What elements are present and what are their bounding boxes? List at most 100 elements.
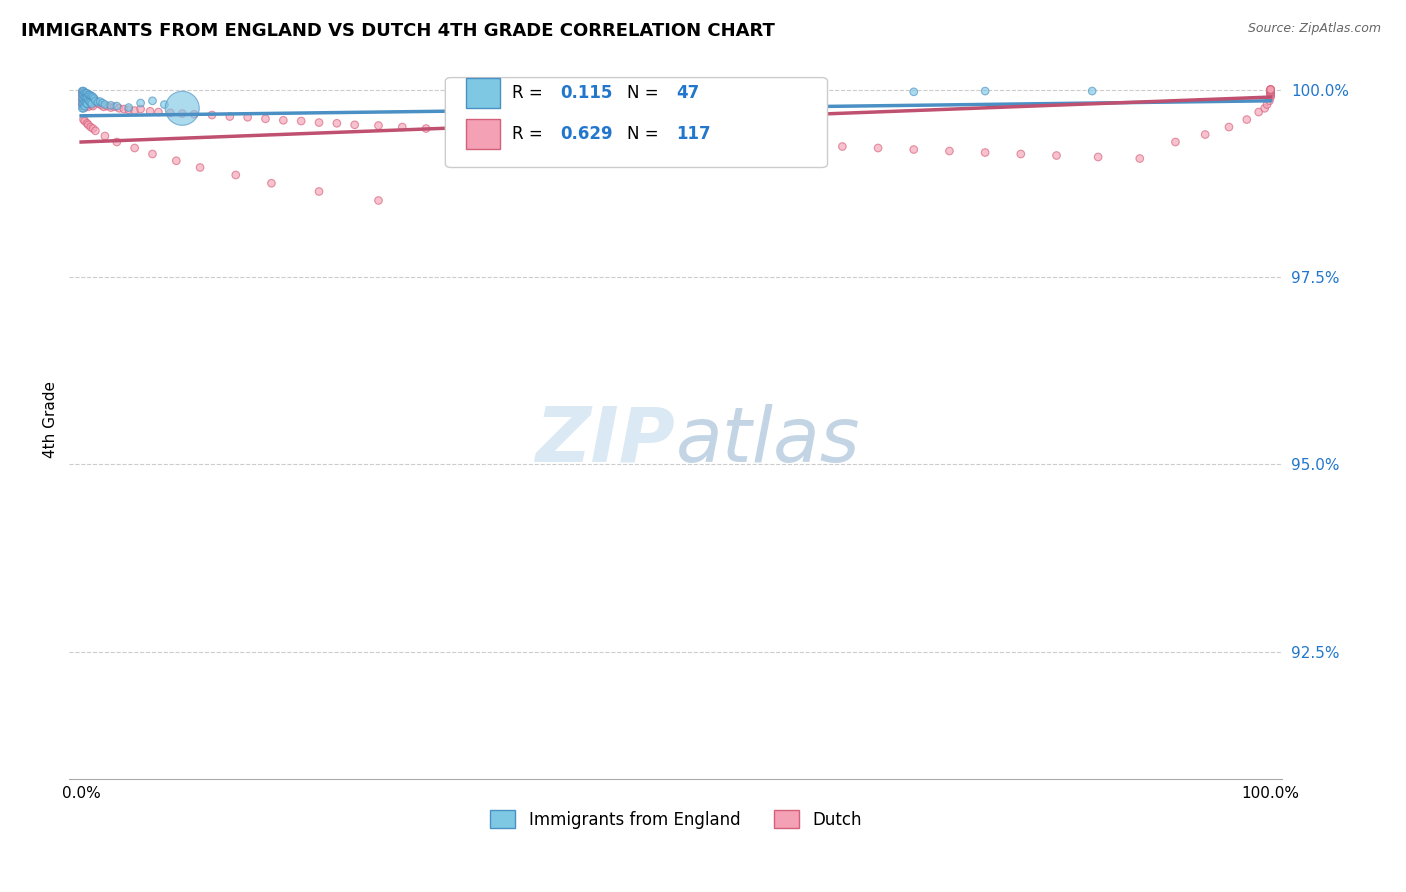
Point [1081,84,1104,98]
Point [1260,90,1282,104]
Point [96,99,118,113]
Point [367,119,389,133]
Text: 117: 117 [676,125,710,144]
Point [76,116,98,130]
Point [75,91,97,105]
Point [75,97,97,112]
Point [75,96,97,111]
Point [73,95,96,110]
Point [273,113,295,128]
Point [73,99,96,113]
Point [82,99,104,113]
Point [77,100,100,114]
Point [796,138,818,153]
Point [124,141,146,155]
Point [974,84,997,98]
Point [1256,97,1278,112]
Point [76,96,98,111]
Point [108,101,131,115]
Point [165,153,187,168]
Point [72,92,94,106]
Point [236,110,259,124]
Point [1260,87,1282,101]
Point [72,84,94,98]
Point [391,120,413,134]
Point [105,135,128,149]
Point [72,96,94,111]
Point [72,87,94,102]
Point [73,101,96,115]
Point [724,135,747,149]
Point [129,96,152,111]
Point [689,134,711,148]
Text: IMMIGRANTS FROM ENGLAND VS DUTCH 4TH GRADE CORRELATION CHART: IMMIGRANTS FROM ENGLAND VS DUTCH 4TH GRA… [21,22,775,40]
Point [1260,84,1282,98]
Point [141,94,163,108]
Point [77,88,100,103]
Point [1045,148,1067,162]
Point [188,161,211,175]
Point [172,101,194,115]
Point [474,124,496,138]
Point [225,168,247,182]
Point [75,91,97,105]
Point [124,103,146,118]
Point [172,106,194,120]
Point [546,128,568,142]
Point [79,90,101,104]
Point [617,130,640,145]
Point [80,89,103,103]
Point [159,105,181,120]
Point [103,100,125,114]
Point [1010,147,1032,161]
Point [72,93,94,107]
Point [89,95,111,109]
Point [1260,82,1282,96]
Point [974,145,997,160]
Point [76,92,98,106]
Point [903,85,925,99]
Point [83,92,105,106]
FancyBboxPatch shape [465,120,501,149]
FancyBboxPatch shape [446,78,828,168]
Point [72,94,94,108]
Point [1087,150,1109,164]
Point [79,95,101,110]
Point [759,136,782,151]
Point [94,128,117,143]
Point [735,87,758,101]
Point [80,98,103,112]
Point [72,92,94,106]
Y-axis label: 4th Grade: 4th Grade [44,381,58,458]
Point [1260,85,1282,99]
Point [118,103,141,117]
Point [326,116,349,130]
Point [72,84,94,98]
Point [76,87,98,101]
Point [79,89,101,103]
Point [1260,82,1282,96]
Point [94,97,117,112]
Point [183,107,205,121]
Point [1260,82,1282,96]
Legend: Immigrants from England, Dutch: Immigrants from England, Dutch [484,804,868,835]
Point [76,98,98,112]
Point [112,102,135,116]
Point [87,96,110,111]
Point [148,105,170,120]
Point [100,101,122,115]
Point [77,87,100,102]
Point [72,88,94,103]
Point [218,110,240,124]
Point [76,87,98,102]
Point [83,91,105,105]
Point [367,194,389,208]
Point [118,101,141,115]
Point [903,143,925,157]
Point [73,86,96,100]
Point [87,95,110,110]
Point [868,141,890,155]
Point [831,139,853,153]
Point [82,91,104,105]
Point [1260,82,1282,96]
